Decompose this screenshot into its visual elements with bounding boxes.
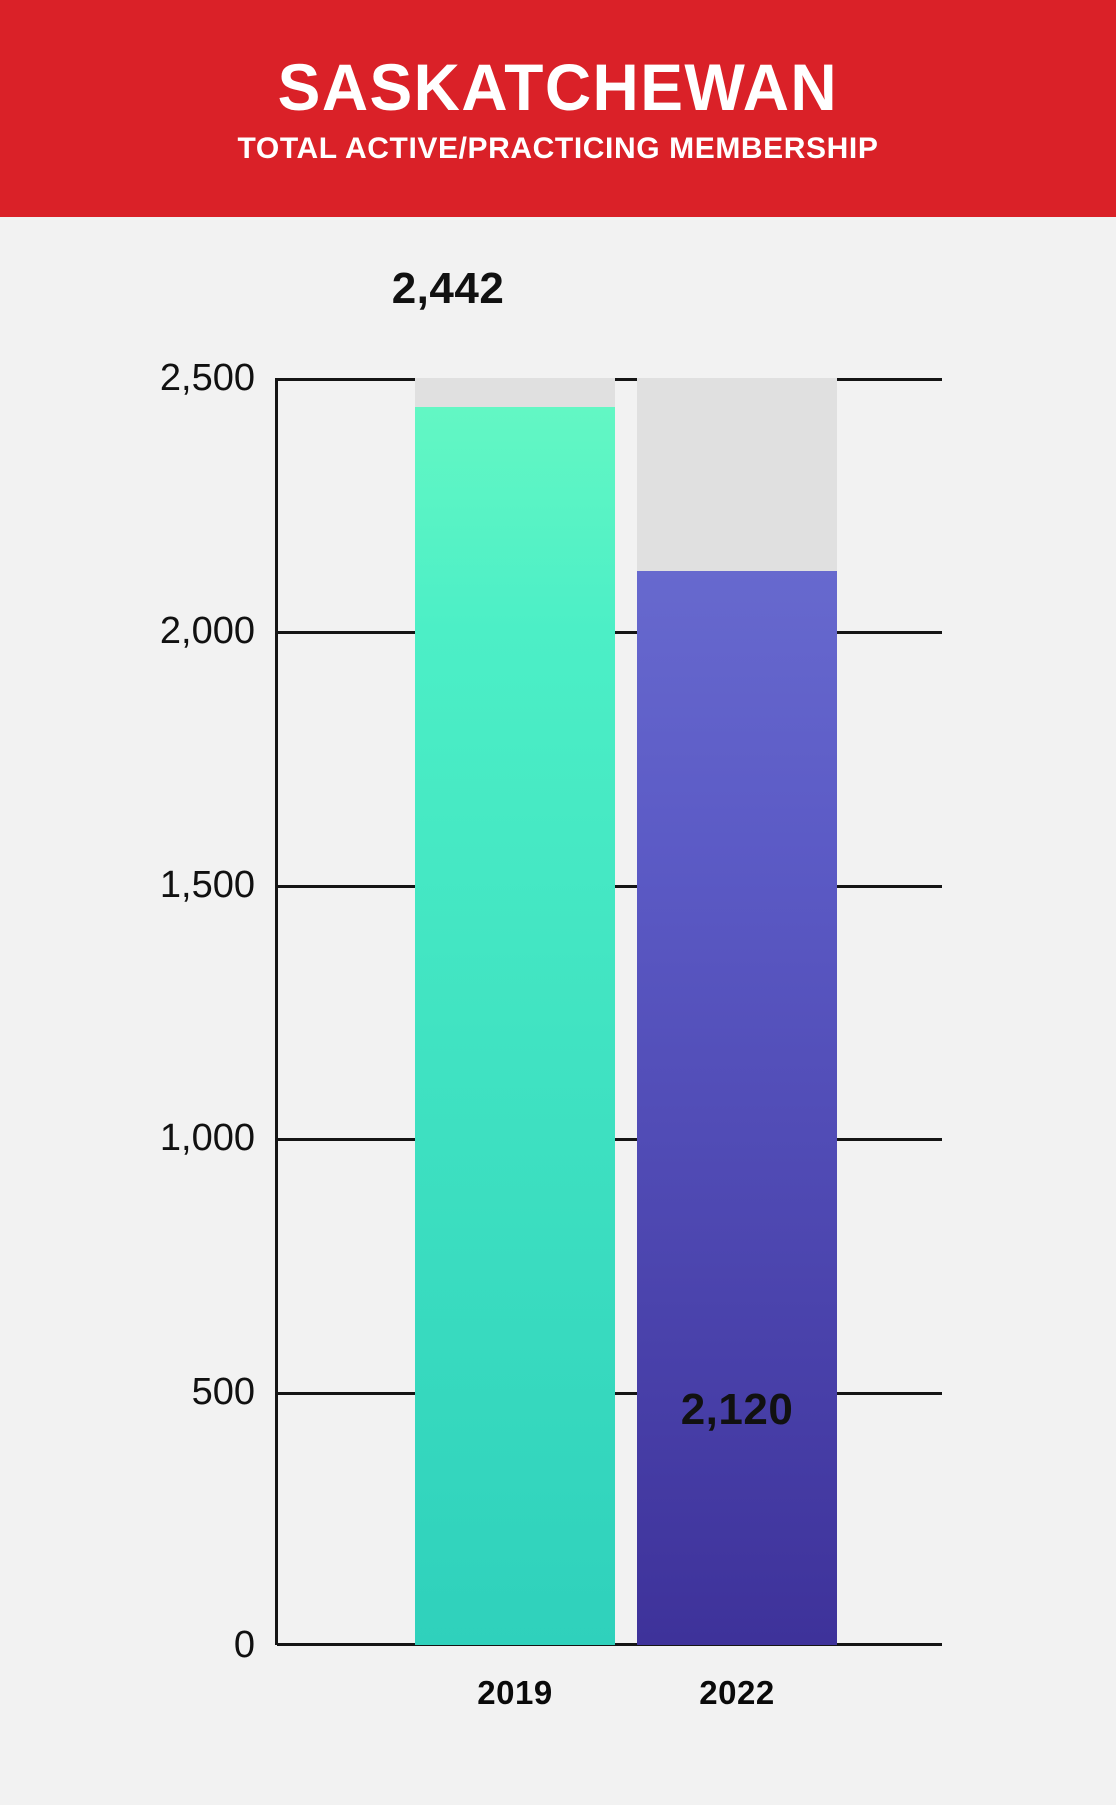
x-tick-label-2022: 2022: [699, 1674, 775, 1711]
bar-track-2022[interactable]: 2,120: [637, 378, 837, 1645]
bar-value-label-2019: 2,442: [391, 264, 505, 313]
header-banner: SASKATCHEWAN TOTAL ACTIVE/PRACTICING MEM…: [0, 0, 1116, 217]
y-tick-label-1000: 1,000: [159, 1117, 255, 1159]
bar-chart: 2,442 2,500 2,000 1,500 1,000 500 0 2,12…: [0, 217, 1116, 1805]
x-tick-label-2019: 2019: [477, 1674, 553, 1711]
y-tick-label-500: 500: [191, 1371, 255, 1413]
y-tick-label-1500: 1,500: [159, 864, 255, 906]
y-axis-line: [275, 378, 278, 1645]
page-subtitle: TOTAL ACTIVE/PRACTICING MEMBERSHIP: [237, 131, 879, 165]
bar-2022[interactable]: [637, 571, 837, 1645]
plot-area: 2,500 2,000 1,500 1,000 500 0 2,120 2019…: [160, 359, 942, 1709]
bar-value-label-2022: 2,120: [680, 1385, 794, 1434]
bar-2019[interactable]: [415, 407, 615, 1645]
y-tick-label-2000: 2,000: [159, 610, 255, 652]
y-tick-label-2500: 2,500: [159, 357, 255, 399]
page-title: SASKATCHEWAN: [277, 49, 839, 124]
bar-track-2019[interactable]: [415, 378, 615, 1645]
y-tick-label-0: 0: [233, 1624, 255, 1666]
